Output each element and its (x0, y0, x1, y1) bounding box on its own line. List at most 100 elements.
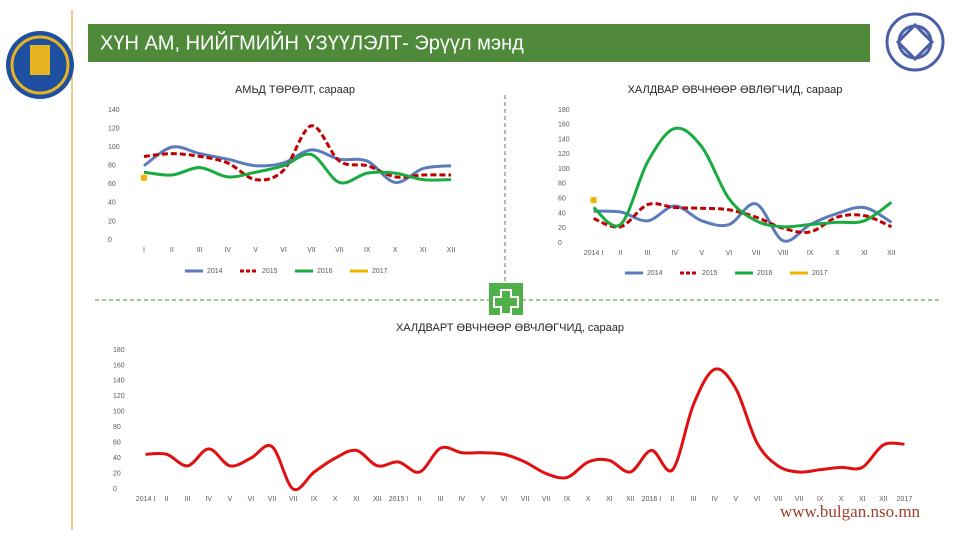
x-tick-label: X (839, 496, 844, 503)
y-tick-label: 120 (558, 151, 570, 158)
header-bar (88, 24, 870, 62)
x-tick-label: V (733, 496, 738, 503)
x-tick-label: II (170, 247, 174, 254)
x-tick-label: 2014 I (584, 250, 604, 257)
chart-title: ХАЛДВАРТ ӨВЧНӨӨР ӨВЧЛӨГЧИД, сараар (396, 322, 624, 334)
x-tick-label: 2017 (897, 496, 913, 503)
y-tick-label: 140 (558, 136, 570, 143)
x-tick-label: IX (311, 496, 318, 503)
series-line (143, 124, 452, 182)
x-tick-label: V (700, 250, 705, 257)
x-tick-label: XII (887, 250, 896, 257)
x-tick-label: VII (521, 496, 530, 503)
y-tick-label: 100 (113, 409, 125, 416)
y-tick-label: 180 (113, 347, 125, 354)
x-tick-label: VI (248, 496, 255, 503)
x-tick-label: XII (626, 496, 635, 503)
y-tick-label: 80 (113, 424, 121, 431)
x-tick-label: VI (726, 250, 733, 257)
legend-label: 2015 (262, 268, 278, 275)
legend-label: 2015 (702, 270, 718, 277)
emblem (885, 12, 945, 72)
y-tick-label: 20 (558, 225, 566, 232)
chart-title: АМЬД ТӨРӨЛТ, сараар (235, 84, 355, 96)
x-tick-label: XII (447, 247, 456, 254)
x-tick-label: VI (754, 496, 761, 503)
x-tick-label: III (691, 496, 697, 503)
y-tick-label: 0 (108, 237, 112, 244)
x-tick-label: I (143, 247, 145, 254)
marker (590, 197, 597, 204)
legend-label: 2014 (647, 270, 663, 277)
y-tick-label: 140 (113, 378, 125, 385)
x-tick-label: 2014 I (136, 496, 156, 503)
series-line (145, 367, 905, 492)
cross-icon (489, 283, 523, 315)
x-tick-label: XI (859, 496, 866, 503)
x-tick-label: II (671, 496, 675, 503)
y-tick-label: 40 (108, 200, 116, 207)
chart-title: ХАЛДВАР ӨВЧНӨӨР ӨВЛӨГЧИД, сараар (628, 84, 843, 96)
x-tick-label: V (253, 247, 258, 254)
x-tick-label: VII (268, 496, 277, 503)
x-tick-label: II (418, 496, 422, 503)
x-tick-label: III (197, 247, 203, 254)
y-tick-label: 20 (113, 470, 121, 477)
y-tick-label: 60 (108, 181, 116, 188)
y-tick-label: 160 (558, 122, 570, 129)
x-tick-label: IX (807, 250, 814, 257)
x-tick-label: VIII (778, 250, 789, 257)
legend-label: 2016 (757, 270, 773, 277)
series-line (592, 126, 893, 229)
series-line (143, 152, 452, 185)
x-tick-label: VI (501, 496, 508, 503)
series-line (592, 202, 893, 234)
x-tick-label: V (481, 496, 486, 503)
x-tick-label: III (185, 496, 191, 503)
y-tick-label: 80 (558, 181, 566, 188)
x-tick-label: VII (542, 496, 551, 503)
x-tick-label: IX (364, 247, 371, 254)
x-tick-label: 2016 I (642, 496, 662, 503)
y-tick-label: 40 (113, 455, 121, 462)
x-tick-label: X (393, 247, 398, 254)
x-tick-label: II (619, 250, 623, 257)
x-tick-label: III (645, 250, 651, 257)
x-tick-label: IX (564, 496, 571, 503)
y-tick-label: 60 (558, 196, 566, 203)
header-title: ХҮН АМ, НИЙГМИЙН ҮЗҮҮЛЭЛТ- Эрүүл мэнд (100, 30, 524, 54)
y-tick-label: 100 (108, 144, 120, 151)
x-tick-label: IV (224, 247, 231, 254)
y-tick-label: 180 (558, 107, 570, 114)
y-tick-label: 60 (113, 440, 121, 447)
x-tick-label: X (835, 250, 840, 257)
x-tick-label: IV (671, 250, 678, 257)
y-tick-label: 140 (108, 107, 120, 114)
x-tick-label: XII (373, 496, 382, 503)
y-tick-label: 20 (108, 218, 116, 225)
x-tick-label: XI (861, 250, 868, 257)
x-tick-label: XII (879, 496, 888, 503)
series-line (143, 145, 452, 184)
x-tick-label: IV (458, 496, 465, 503)
x-tick-label: VII (335, 247, 344, 254)
x-tick-label: XI (606, 496, 613, 503)
x-tick-label: X (586, 496, 591, 503)
x-tick-label: VI (280, 247, 287, 254)
y-tick-label: 80 (108, 163, 116, 170)
marker (140, 174, 147, 181)
y-tick-label: 120 (108, 125, 120, 132)
x-tick-label: IV (711, 496, 718, 503)
y-tick-label: 40 (558, 210, 566, 217)
footer-url: www.bulgan.nso.mn (780, 502, 921, 521)
logo (6, 31, 74, 99)
x-tick-label: XI (420, 247, 427, 254)
legend-label: 2017 (812, 270, 828, 277)
x-tick-label: VII (752, 250, 761, 257)
y-tick-label: 160 (113, 362, 125, 369)
x-tick-label: VII (307, 247, 316, 254)
legend-label: 2014 (207, 268, 223, 275)
y-tick-label: 100 (558, 166, 570, 173)
x-tick-label: 2015 I (389, 496, 409, 503)
